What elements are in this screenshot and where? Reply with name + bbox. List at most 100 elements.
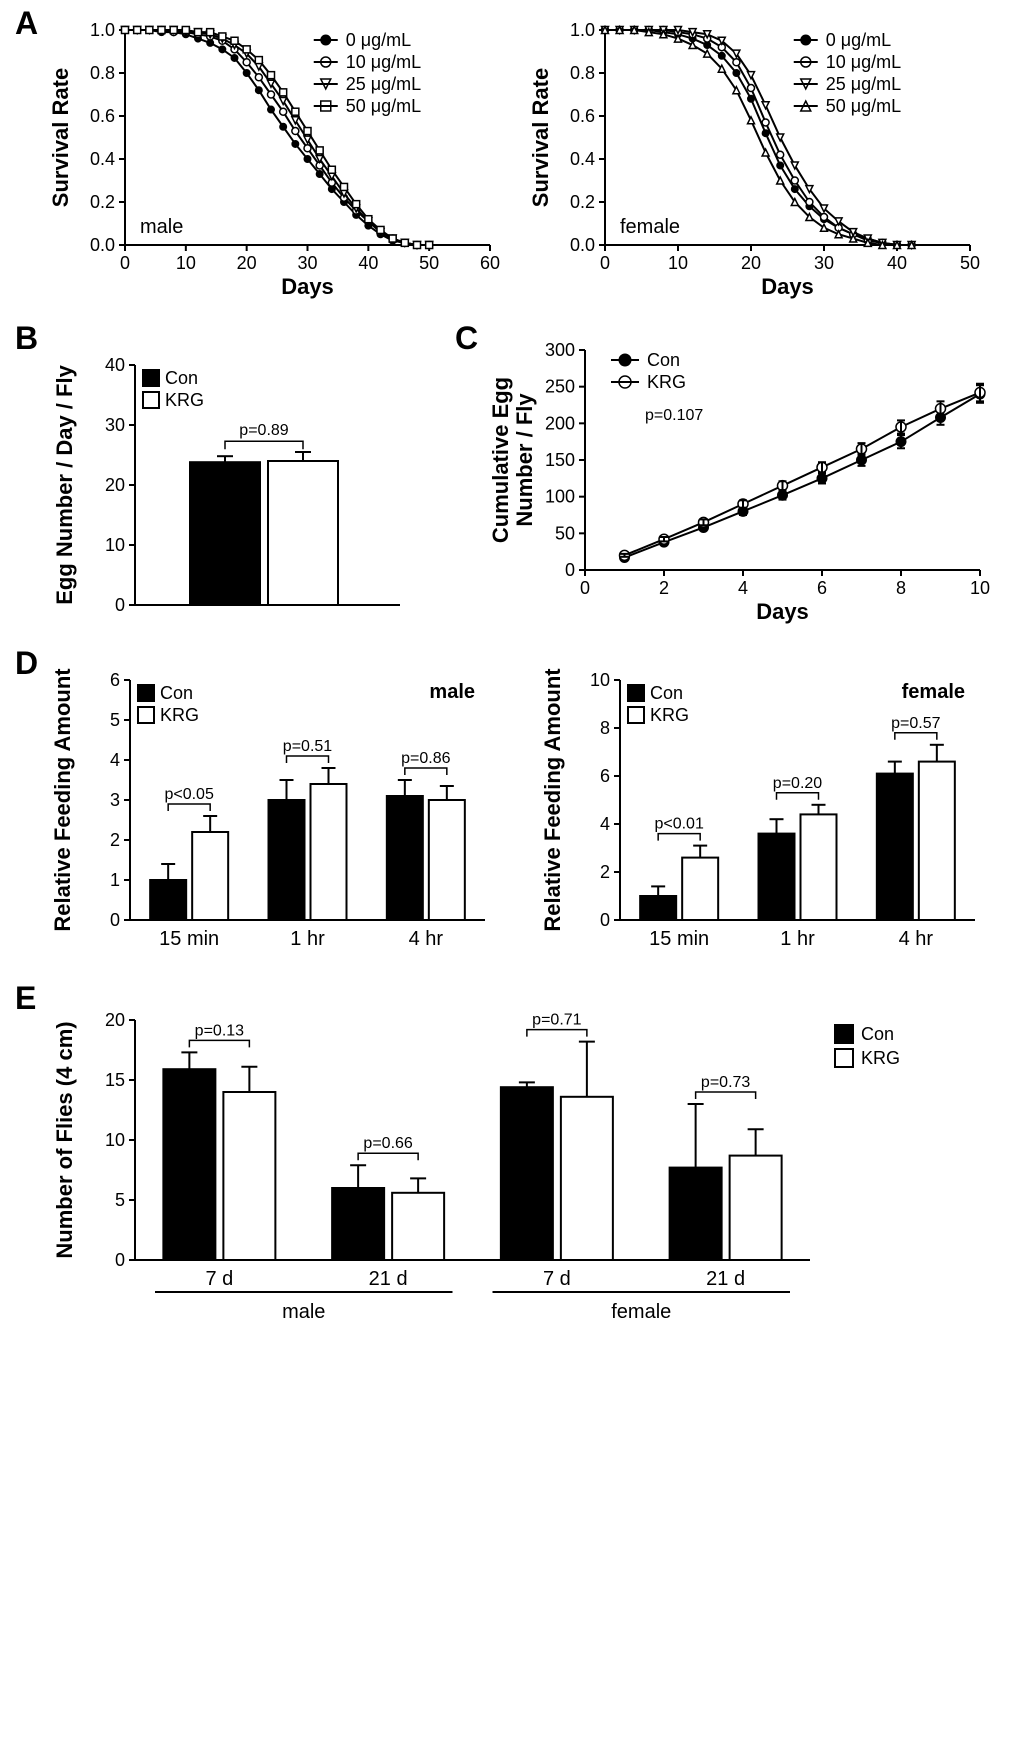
svg-text:p=0.66: p=0.66: [363, 1135, 412, 1152]
svg-text:0: 0: [115, 1250, 125, 1270]
svg-text:Survival Rate: Survival Rate: [50, 68, 73, 207]
svg-text:20: 20: [237, 253, 257, 273]
svg-text:21 d: 21 d: [706, 1268, 745, 1290]
figure-container: A 01020304050600.00.20.40.60.81.0DaysSur…: [20, 20, 1000, 1335]
svg-text:4: 4: [738, 578, 748, 598]
panel-d-charts: 0123456Relative Feeding Amountp<0.0515 m…: [20, 660, 990, 960]
svg-text:15 min: 15 min: [649, 928, 709, 950]
panel-c-chart: 0246810050100150200250300DaysCumulative …: [460, 335, 1000, 625]
svg-text:4 hr: 4 hr: [899, 928, 934, 950]
svg-text:8: 8: [600, 718, 610, 738]
svg-text:30: 30: [297, 253, 317, 273]
svg-text:40: 40: [358, 253, 378, 273]
svg-text:200: 200: [545, 413, 575, 433]
svg-text:p=0.71: p=0.71: [532, 1012, 581, 1029]
panel-b-letter: B: [15, 320, 38, 357]
svg-text:6: 6: [110, 670, 120, 690]
panel-a-charts: 01020304050600.00.20.40.60.81.0DaysSurvi…: [20, 20, 980, 300]
svg-text:20: 20: [105, 1010, 125, 1030]
svg-text:male: male: [429, 681, 475, 703]
svg-text:5: 5: [115, 1190, 125, 1210]
svg-text:KRG: KRG: [165, 390, 204, 410]
svg-text:Days: Days: [281, 274, 334, 299]
svg-text:7 d: 7 d: [543, 1268, 571, 1290]
svg-text:0: 0: [110, 910, 120, 930]
svg-text:300: 300: [545, 340, 575, 360]
svg-text:15 min: 15 min: [159, 928, 219, 950]
panel-e-row: E 05101520Number of Flies (4 cm)p=0.137 …: [20, 995, 1000, 1335]
svg-text:male: male: [282, 1301, 325, 1323]
svg-text:0.6: 0.6: [90, 106, 115, 126]
svg-text:50 μg/mL: 50 μg/mL: [346, 96, 421, 116]
svg-text:8: 8: [896, 578, 906, 598]
svg-text:1.0: 1.0: [90, 20, 115, 40]
svg-text:3: 3: [110, 790, 120, 810]
svg-text:30: 30: [105, 415, 125, 435]
svg-text:Con: Con: [647, 350, 680, 370]
panel-b: B 010203040Egg Number / Day / Flyp=0.89C…: [20, 335, 420, 625]
svg-text:0.6: 0.6: [570, 106, 595, 126]
svg-text:20: 20: [105, 475, 125, 495]
svg-text:0.4: 0.4: [90, 149, 115, 169]
svg-text:p=0.107: p=0.107: [645, 407, 703, 424]
svg-text:female: female: [902, 681, 965, 703]
svg-text:4: 4: [110, 750, 120, 770]
svg-text:1.0: 1.0: [570, 20, 595, 40]
svg-text:p<0.05: p<0.05: [164, 786, 213, 803]
svg-text:4 hr: 4 hr: [409, 928, 444, 950]
svg-text:10: 10: [105, 1130, 125, 1150]
svg-text:40: 40: [887, 253, 907, 273]
svg-text:p=0.57: p=0.57: [891, 715, 940, 732]
panel-a-row: A 01020304050600.00.20.40.60.81.0DaysSur…: [20, 20, 1000, 300]
svg-text:Relative Feeding Amount: Relative Feeding Amount: [50, 668, 75, 932]
svg-text:10: 10: [105, 535, 125, 555]
svg-text:10: 10: [590, 670, 610, 690]
svg-text:50: 50: [960, 253, 980, 273]
panel-c: C 0246810050100150200250300DaysCumulativ…: [460, 335, 1000, 625]
svg-text:6: 6: [817, 578, 827, 598]
svg-text:0 μg/mL: 0 μg/mL: [826, 30, 891, 50]
svg-text:Number / Fly: Number / Fly: [512, 393, 537, 527]
svg-text:40: 40: [105, 355, 125, 375]
svg-text:female: female: [611, 1301, 671, 1323]
svg-text:25 μg/mL: 25 μg/mL: [826, 74, 901, 94]
panel-d-letter: D: [15, 645, 38, 682]
svg-text:Con: Con: [165, 368, 198, 388]
panel-d-row: D 0123456Relative Feeding Amountp<0.0515…: [20, 660, 1000, 960]
svg-text:10: 10: [970, 578, 990, 598]
svg-text:KRG: KRG: [861, 1048, 900, 1068]
svg-text:KRG: KRG: [647, 372, 686, 392]
svg-text:Number of Flies (4 cm): Number of Flies (4 cm): [52, 1021, 77, 1258]
svg-text:250: 250: [545, 377, 575, 397]
svg-text:p<0.01: p<0.01: [654, 816, 703, 833]
panel-bc-row: B 010203040Egg Number / Day / Flyp=0.89C…: [20, 335, 1000, 625]
svg-text:0: 0: [580, 578, 590, 598]
svg-text:6: 6: [600, 766, 610, 786]
svg-text:100: 100: [545, 487, 575, 507]
svg-text:0.0: 0.0: [570, 235, 595, 255]
svg-text:0.2: 0.2: [570, 192, 595, 212]
svg-text:p=0.51: p=0.51: [283, 738, 332, 755]
panel-a: A 01020304050600.00.20.40.60.81.0DaysSur…: [20, 20, 980, 300]
svg-text:4: 4: [600, 814, 610, 834]
svg-text:15: 15: [105, 1070, 125, 1090]
panel-b-chart: 010203040Egg Number / Day / Flyp=0.89Con…: [20, 335, 420, 625]
svg-text:KRG: KRG: [650, 705, 689, 725]
svg-text:p=0.89: p=0.89: [239, 422, 288, 439]
svg-text:60: 60: [480, 253, 500, 273]
svg-text:30: 30: [814, 253, 834, 273]
svg-text:0.4: 0.4: [570, 149, 595, 169]
svg-text:1 hr: 1 hr: [780, 928, 815, 950]
svg-text:0 μg/mL: 0 μg/mL: [346, 30, 411, 50]
svg-text:0.2: 0.2: [90, 192, 115, 212]
svg-text:Days: Days: [761, 274, 814, 299]
svg-text:0: 0: [120, 253, 130, 273]
svg-text:0.8: 0.8: [570, 63, 595, 83]
svg-text:20: 20: [741, 253, 761, 273]
svg-text:2: 2: [110, 830, 120, 850]
svg-text:Con: Con: [160, 683, 193, 703]
svg-text:Survival Rate: Survival Rate: [530, 68, 553, 207]
svg-text:0: 0: [565, 560, 575, 580]
svg-text:1 hr: 1 hr: [290, 928, 325, 950]
panel-e: E 05101520Number of Flies (4 cm)p=0.137 …: [20, 995, 970, 1335]
